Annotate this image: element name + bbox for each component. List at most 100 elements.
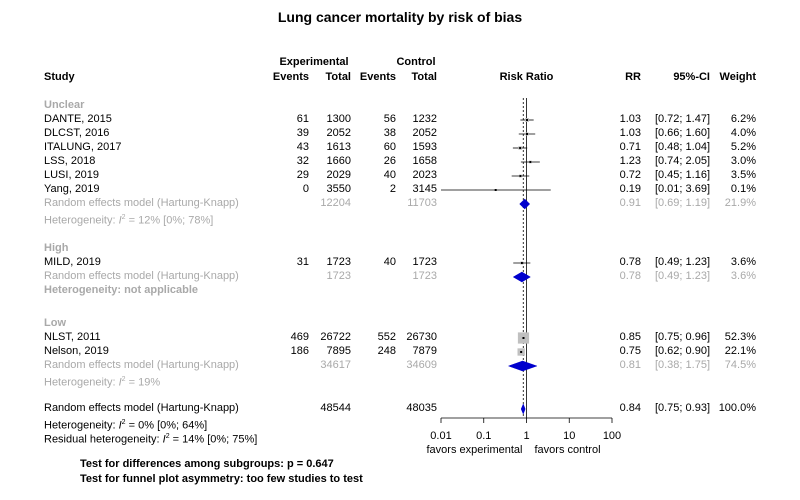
- events-exp: 469: [290, 331, 309, 343]
- ci-value: [0.62; 0.90]: [654, 345, 710, 357]
- ci-value: [0.49; 1.23]: [654, 256, 710, 268]
- events-exp: 0: [302, 183, 309, 195]
- funnel-test: Test for funnel plot asymmetry: too few …: [80, 473, 363, 485]
- total-ctrl: 1232: [412, 113, 437, 125]
- total-ctrl: 2052: [412, 127, 437, 139]
- header-rr: RR: [625, 71, 641, 83]
- x-tick-label: 10: [563, 430, 576, 442]
- residual-heterogeneity: Residual heterogeneity: I2 = 14% [0%; 75…: [44, 430, 257, 447]
- chart-title: Lung cancer mortality by risk of bias: [277, 9, 523, 25]
- header-events-ctrl: Events: [359, 71, 396, 83]
- rr-value: 0.75: [619, 345, 641, 357]
- events-exp: 61: [296, 113, 309, 125]
- events-ctrl: 26: [383, 155, 396, 167]
- point-estimate: [529, 161, 532, 163]
- total-ctrl: 1723: [412, 256, 437, 268]
- total-exp: 7895: [326, 345, 351, 357]
- ci-value: [0.66; 1.60]: [654, 127, 710, 139]
- model-rr: 0.81: [619, 359, 641, 371]
- point-estimate: [519, 175, 522, 177]
- subgroup-heterogeneity-value: = 12% [0%; 78%]: [125, 214, 214, 227]
- model-rr: 0.78: [619, 270, 641, 282]
- subgroup-heterogeneity-value: = 19%: [125, 376, 161, 389]
- ci-value: [0.48; 1.04]: [654, 141, 710, 153]
- model-ci: [0.69; 1.19]: [654, 197, 710, 209]
- weight-value: 4.0%: [730, 127, 756, 139]
- overall-heterogeneity: Heterogeneity: I2 = 0% [0%; 64%]: [44, 416, 207, 433]
- favors-left-label: favors experimental: [426, 444, 523, 456]
- total-ctrl: 1593: [412, 141, 437, 153]
- events-exp: 43: [296, 141, 309, 153]
- study-name: NLST, 2011: [44, 331, 101, 343]
- point-estimate: [519, 147, 522, 149]
- total-ctrl: 3145: [412, 183, 437, 195]
- header-experimental: Experimental: [279, 56, 349, 68]
- subgroup-heterogeneity-prefix: Heterogeneity:: [44, 376, 119, 389]
- study-name: MILD, 2019: [44, 256, 101, 268]
- subgroup-heterogeneity-i: I: [118, 214, 122, 227]
- model-total-ctrl: 1723: [412, 270, 437, 282]
- events-ctrl: 60: [383, 141, 396, 153]
- rr-value: 1.03: [619, 127, 641, 139]
- events-exp: 39: [296, 127, 309, 139]
- rr-value: 1.03: [619, 113, 641, 125]
- x-tick-label: 100: [602, 430, 622, 442]
- subgroup-heterogeneity-exp: 2: [121, 214, 126, 221]
- header-risk-ratio: Risk Ratio: [499, 71, 554, 83]
- total-ctrl: 2023: [412, 169, 437, 181]
- total-exp: 3550: [326, 183, 351, 195]
- ci-value: [0.01; 3.69]: [654, 183, 710, 195]
- header-events-exp: Events: [272, 71, 309, 83]
- study-name: Yang, 2019: [44, 183, 100, 195]
- x-tick-label: 1: [523, 430, 530, 442]
- weight-value: 5.2%: [730, 141, 756, 153]
- header-total-exp: Total: [325, 71, 351, 83]
- overall-total-ctrl: 48035: [406, 402, 437, 414]
- weight-value: 0.1%: [730, 183, 756, 195]
- overall-weight: 100.0%: [718, 402, 756, 414]
- study-name: Nelson, 2019: [44, 345, 109, 357]
- overall-total-exp: 48544: [320, 402, 351, 414]
- rr-value: 0.72: [619, 169, 641, 181]
- subgroup-heterogeneity-exp: 2: [121, 376, 126, 383]
- model-weight: 21.9%: [724, 197, 756, 209]
- overall-heterogeneity-value: = 0% [0%; 64%]: [125, 419, 208, 432]
- events-ctrl: 2: [389, 183, 396, 195]
- ci-value: [0.72; 1.47]: [654, 113, 710, 125]
- subgroup-heterogeneity: Heterogeneity: I2 = 12% [0%; 78%]: [44, 211, 213, 228]
- point-estimate: [526, 119, 529, 121]
- rr-value: 0.85: [619, 331, 641, 343]
- events-ctrl: 40: [383, 169, 396, 181]
- subgroup-heterogeneity-prefix: Heterogeneity: not applicable: [44, 284, 199, 296]
- total-ctrl: 7879: [412, 345, 437, 357]
- total-exp: 1300: [326, 113, 351, 125]
- weight-value: 6.2%: [730, 113, 756, 125]
- header-study: Study: [44, 71, 75, 83]
- study-name: LUSI, 2019: [44, 169, 100, 181]
- random-effects-label: Random effects model (Hartung-Knapp): [44, 197, 239, 209]
- ci-value: [0.74; 2.05]: [654, 155, 710, 167]
- header-weight: Weight: [719, 71, 756, 83]
- subgroup-heterogeneity: Heterogeneity: not applicable: [44, 284, 198, 297]
- random-effects-label: Random effects model (Hartung-Knapp): [44, 359, 239, 371]
- total-exp: 1723: [326, 256, 351, 268]
- events-ctrl: 38: [383, 127, 396, 139]
- x-tick-label: 0.1: [476, 430, 492, 442]
- model-total-ctrl: 11703: [407, 197, 437, 209]
- model-rr: 0.91: [619, 197, 641, 209]
- favors-right-label: favors control: [534, 444, 601, 456]
- rr-value: 0.19: [619, 183, 641, 195]
- subgroup-label-high: High: [44, 242, 69, 254]
- events-exp: 31: [296, 256, 309, 268]
- residual-heterogeneity-exp: 2: [165, 433, 170, 440]
- events-exp: 29: [296, 169, 309, 181]
- point-estimate: [494, 189, 497, 191]
- overall-heterogeneity-i: I: [118, 419, 122, 432]
- subgroup-heterogeneity-i: I: [118, 376, 122, 389]
- weight-value: 3.5%: [730, 169, 756, 181]
- study-name: DANTE, 2015: [44, 113, 112, 125]
- overall-heterogeneity-prefix: Heterogeneity:: [44, 419, 119, 432]
- residual-heterogeneity-prefix: Residual heterogeneity:: [44, 433, 163, 446]
- weight-value: 3.6%: [730, 256, 756, 268]
